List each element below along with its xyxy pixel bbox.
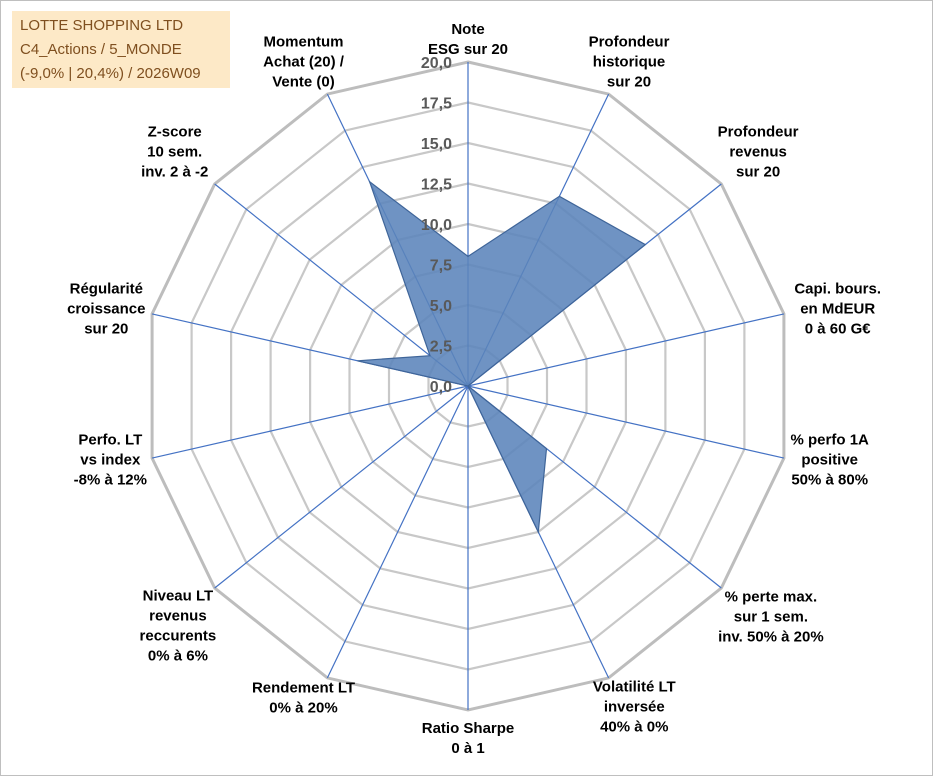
radar-axis-label-line: sur 1 sem. [734,609,808,626]
radar-axis-label-line: inversée [604,699,665,716]
radar-tick-label: 20,0 [421,55,452,72]
radar-axis-label-line: Ratio Sharpe [422,720,515,737]
radar-axis-label-line: 10 sem. [147,143,202,160]
radar-axis-label-line: Régularité [70,280,143,297]
radar-tick-label: 2,5 [430,339,452,356]
radar-tick-label: 17,5 [421,96,452,113]
radar-axis-label: % perte max. sur 1 sem. inv. 50% à 20% [718,589,824,646]
radar-axis-label: Momentum Achat (20) / Vente (0) [263,34,345,91]
radar-axis-label-line: -8% à 12% [74,472,147,489]
radar-axis-label-line: revenus [149,608,207,625]
radar-axis-label-line: Achat (20) / [263,54,345,71]
radar-tick-label: 5,0 [430,298,452,315]
radar-tick-labels: 0,0 2,5 5,0 7,5 10,0 12,5 15,0 17,5 20,0 [421,55,452,396]
radar-axis-label-line: 0 à 1 [451,740,484,757]
company-info-box: LOTTE SHOPPING LTD C4_Actions / 5_MONDE … [12,11,230,88]
radar-axis-label: Niveau LT revenus reccurents 0% à 6% [140,588,217,665]
radar-axis-label-line: Note [451,21,484,38]
category-label: C4_Actions / 5_MONDE [20,41,182,58]
radar-axis-label: % perfo 1A positive 50% à 80% [791,432,870,489]
radar-spoke [151,385,469,459]
radar-axis-label-line: Profondeur [589,34,670,51]
radar-axis-label-line: Perfo. LT [78,432,142,449]
radar-series [357,180,647,535]
radar-axis-label-line: 50% à 80% [791,472,868,489]
radar-axis-label-line: 0% à 6% [148,648,208,665]
radar-axis-label-line: Momentum [264,34,344,51]
radar-axis-label-line: ESG sur 20 [428,41,508,58]
company-name: LOTTE SHOPPING LTD [20,17,184,34]
radar-axis-label-line: inv. 50% à 20% [718,629,824,646]
radar-axis-label-line: Volatilité LT [593,679,676,696]
radar-axis-label-line: inv. 2 à -2 [141,163,208,180]
radar-tick-label: 7,5 [430,258,452,275]
radar-tick-label: 12,5 [421,177,452,194]
radar-axis-label-line: en MdEUR [800,300,875,317]
radar-axis-label-line: sur 20 [736,163,780,180]
radar-tick-label: 15,0 [421,136,452,153]
radar-spoke [214,385,469,589]
radar-axis-label: Note ESG sur 20 [428,21,508,58]
radar-axis-label-line: positive [801,452,858,469]
radar-axis-label: Z-score 10 sem. inv. 2 à -2 [141,123,208,180]
radar-axis-label-line: Z-score [148,123,202,140]
radar-axis-label-line: Capi. bours. [794,280,881,297]
radar-axis-label: Perfo. LT vs index -8% à 12% [74,432,147,489]
radar-spoke [214,183,469,387]
radar-axis-label-line: Niveau LT [143,588,214,605]
radar-axis-label-line: croissance [67,300,145,317]
radar-axis-label-line: reccurents [140,628,217,645]
radar-series-area [357,180,647,535]
radar-spoke [467,313,785,387]
radar-axis-label-line: % perfo 1A [791,432,870,449]
radar-axis-label: Volatilité LT inversée 40% à 0% [593,679,676,736]
radar-axis-label-line: vs index [80,452,141,469]
radar-axis-label-line: revenus [729,143,787,160]
radar-axis-label: Profondeur historique sur 20 [589,34,670,91]
radar-axis-labels: Note ESG sur 20 Profondeur historique sur 20… [67,21,881,757]
radar-spoke [467,385,785,459]
radar-axis-label-line: sur 20 [607,74,651,91]
radar-tick-label: 0,0 [430,379,452,396]
radar-axis-label-line: Rendement LT [252,680,355,697]
radar-axis-label: Régularité croissance sur 20 [67,280,145,337]
radar-axis-label-line: 0% à 20% [269,700,337,717]
radar-axis-label-line: Vente (0) [272,74,335,91]
radar-axis-label-line: % perte max. [725,589,818,606]
radar-spoke [326,385,469,679]
radar-axis-label: Capi. bours. en MdEUR 0 à 60 G€ [794,280,881,337]
radar-axis-label-line: historique [593,54,666,71]
radar-axis-label-line: 0 à 60 G€ [805,320,872,337]
radar-axis-label-line: sur 20 [84,320,128,337]
radar-tick-label: 10,0 [421,217,452,234]
radar-axis-label: Rendement LT 0% à 20% [252,680,355,717]
radar-axis-label: Ratio Sharpe 0 à 1 [422,720,515,757]
radar-axis-label: Profondeur revenus sur 20 [718,123,799,180]
radar-axis-label-line: Profondeur [718,123,799,140]
radar-axis-label-line: 40% à 0% [600,719,668,736]
range-week-label: (-9,0% | 20,4%) / 2026W09 [20,65,201,82]
